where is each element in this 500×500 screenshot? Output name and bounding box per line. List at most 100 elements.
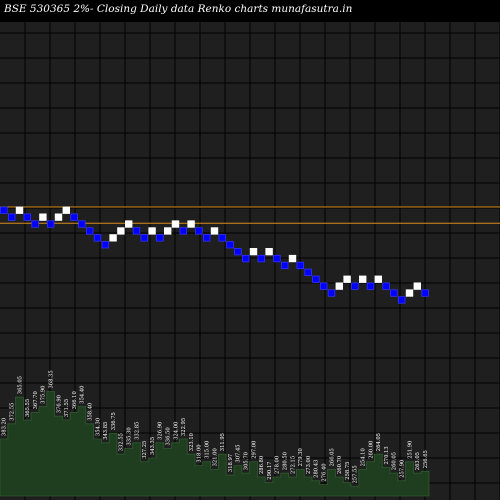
price-label: 260.05 [392, 452, 398, 470]
renko-brick-up [39, 213, 47, 221]
price-label: 343.35 [150, 437, 156, 455]
renko-brick-down [273, 254, 281, 263]
renko-brick-up [171, 220, 180, 228]
price-label: 260.00 [368, 441, 374, 459]
price-label: 257.90 [400, 460, 406, 478]
price-label: 365.55 [25, 399, 31, 417]
renko-brick-up [335, 282, 343, 290]
renko-brick-up [117, 227, 125, 235]
price-label: 305.70 [244, 452, 250, 470]
price-label: 366.10 [72, 391, 78, 409]
price-label: 375.90 [41, 386, 47, 404]
renko-brick-down [319, 282, 328, 290]
price-label: 327.25 [142, 441, 148, 459]
price-label: 343.85 [103, 422, 109, 440]
price-label: 354.30 [95, 418, 101, 436]
volume-area-shape [0, 391, 430, 497]
renko-brick-down [312, 275, 320, 283]
price-label: 307.45 [236, 444, 242, 462]
renko-brick-down [86, 227, 94, 235]
renko-brick-up [358, 275, 367, 283]
renko-brick-down [101, 241, 109, 249]
renko-brick-up [288, 254, 297, 263]
renko-brick-down [218, 234, 226, 242]
price-label: 324.00 [173, 422, 179, 440]
price-label: 263.05 [415, 452, 421, 470]
price-label: 280.43 [314, 460, 320, 478]
renko-brick-down [23, 213, 31, 221]
renko-brick-down [296, 261, 304, 270]
price-label: 358.40 [88, 403, 94, 421]
renko-brick-down [226, 241, 234, 249]
price-label: 365.05 [17, 376, 23, 394]
price-label: 326.90 [158, 422, 164, 440]
price-label: 280.50 [283, 452, 289, 470]
renko-brick-up [54, 213, 63, 221]
price-label: 260.70 [337, 456, 343, 474]
renko-brick-down [156, 234, 164, 242]
price-label: 332.85 [134, 422, 140, 440]
price-label: 297.00 [251, 441, 257, 459]
price-label: 322.95 [181, 418, 187, 436]
renko-brick-down [241, 254, 250, 263]
price-label: 318.00 [197, 444, 203, 462]
price-label: 318.97 [228, 454, 234, 472]
price-label: 272.15 [290, 456, 296, 474]
price-label: 270.13 [384, 446, 390, 464]
renko-brick-up [343, 275, 351, 283]
renko-brick-up [125, 220, 133, 228]
grid-lines [0, 22, 500, 500]
price-label: 286.80 [259, 456, 265, 474]
renko-brick-down [93, 234, 102, 242]
renko-brick-down [327, 289, 336, 297]
price-label: 278.00 [275, 456, 281, 474]
price-label: 264.05 [376, 433, 382, 451]
price-label: 376.90 [56, 395, 62, 413]
renko-brick-down [202, 234, 211, 242]
renko-brick-up [109, 234, 117, 242]
price-label: 315.00 [205, 441, 211, 459]
price-label: 335.30 [127, 427, 133, 445]
price-label: 336.75 [111, 412, 117, 430]
renko-brick-down [78, 220, 86, 228]
price-label: 367.70 [33, 391, 39, 409]
renko-brick-up [374, 275, 382, 283]
renko-brick-down [351, 282, 359, 290]
renko-brick-down [280, 261, 289, 270]
renko-brick-down [257, 254, 265, 263]
renko-brick-down [390, 289, 398, 297]
price-label: 321.00 [212, 448, 218, 466]
renko-brick-up [187, 220, 195, 228]
renko-brick-up [163, 227, 172, 235]
renko-brick-down [304, 268, 312, 277]
price-label: 251.90 [407, 441, 413, 459]
price-label: 256.65 [423, 450, 429, 468]
renko-brick-down [397, 296, 406, 304]
price-label: 372.55 [10, 403, 16, 421]
renko-brick-up [15, 206, 24, 214]
renko-brick-down [382, 282, 390, 290]
price-label: 323.10 [189, 433, 195, 451]
price-label: 266.05 [329, 448, 335, 466]
renko-brick-down [7, 213, 16, 221]
renko-brick-down [31, 220, 39, 228]
price-label: 257.55 [353, 465, 359, 483]
renko-brick-down [195, 227, 203, 235]
renko-brick-down [70, 213, 78, 221]
renko-brick-up [265, 247, 273, 256]
price-label: 354.40 [80, 386, 86, 404]
price-label: 368.35 [49, 370, 55, 388]
renko-brick-down [0, 206, 8, 214]
renko-brick-down [179, 227, 187, 235]
renko-brick-down [140, 234, 148, 242]
renko-brick-up [249, 247, 258, 256]
renko-brick-down [366, 282, 375, 290]
price-label: 258.75 [345, 462, 351, 480]
price-label: 371.55 [64, 399, 70, 417]
price-label: 276.40 [322, 463, 328, 481]
renko-brick-up [210, 227, 219, 235]
renko-brick-down [234, 247, 242, 256]
renko-brick-down [421, 289, 429, 297]
price-label: 311.95 [220, 433, 226, 451]
